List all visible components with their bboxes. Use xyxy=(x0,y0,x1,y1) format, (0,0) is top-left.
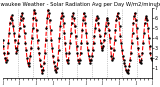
Title: Milwaukee Weather - Solar Radiation Avg per Day W/m2/minute: Milwaukee Weather - Solar Radiation Avg … xyxy=(0,2,160,7)
